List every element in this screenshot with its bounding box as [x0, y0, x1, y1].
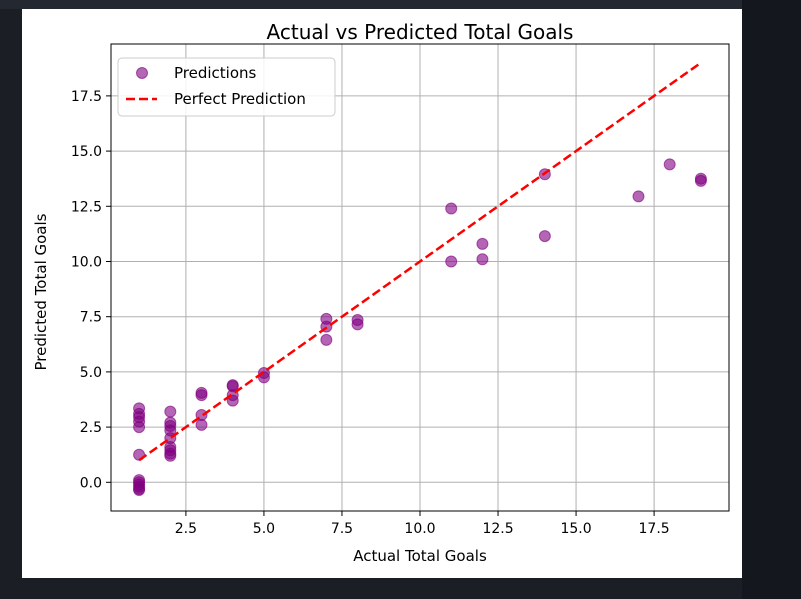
scatter-point: [476, 237, 489, 250]
x-tick-label: 2.5: [175, 521, 197, 537]
legend-box: [117, 57, 336, 117]
scatter-point: [694, 174, 707, 187]
scatter-point: [320, 333, 333, 346]
y-tick-label: 2.5: [80, 420, 102, 436]
perfect-prediction-line: [138, 61, 702, 462]
y-tick-label: 5.0: [80, 365, 102, 381]
x-tick-label: 17.5: [639, 521, 670, 537]
scatter-point: [351, 318, 364, 331]
x-tick-label: 10.0: [404, 521, 435, 537]
scatter-point: [226, 394, 239, 407]
y-tick-label: 17.5: [71, 89, 102, 105]
legend-label-predictions: Predictions: [174, 64, 257, 82]
scatter-point: [133, 484, 146, 497]
x-axis-label: Actual Total Goals: [353, 547, 487, 565]
scatter-chart: Actual vs Predicted Total Goals 2.5 5.0 7.…: [32, 20, 730, 565]
scatter-points: [133, 158, 707, 497]
x-tick-label: 5.0: [253, 521, 275, 537]
scatter-point: [164, 405, 177, 418]
scatter-point: [133, 421, 146, 434]
scatter-point: [164, 449, 177, 462]
y-axis-label: Predicted Total Goals: [32, 213, 50, 370]
x-axis-ticks: 2.5 5.0 7.5 10.0 12.5 15.0 17.5: [175, 511, 670, 537]
perfect-prediction-line-group: [138, 61, 702, 462]
legend: Predictions Perfect Prediction: [117, 57, 336, 117]
window-top-bar: [0, 0, 801, 9]
y-tick-label: 10.0: [71, 254, 102, 270]
scatter-point: [195, 418, 208, 431]
scatter-point: [445, 255, 458, 268]
scatter-point: [663, 158, 676, 171]
grid-lines: [111, 44, 729, 511]
x-tick-label: 15.0: [560, 521, 591, 537]
chart-title: Actual vs Predicted Total Goals: [267, 20, 574, 44]
x-tick-label: 12.5: [482, 521, 513, 537]
window-right-strip: [742, 0, 801, 599]
scatter-point: [195, 389, 208, 402]
chart-figure: Actual vs Predicted Total Goals 2.5 5.0 7.…: [22, 9, 742, 578]
y-tick-label: 7.5: [80, 310, 102, 326]
y-tick-label: 15.0: [71, 144, 102, 160]
scatter-point: [476, 253, 489, 266]
scatter-point: [445, 202, 458, 215]
x-tick-label: 7.5: [331, 521, 353, 537]
scatter-point: [632, 190, 645, 203]
y-axis-ticks: 0.0 2.5 5.0 7.5 10.0 12.5 15.0 17.5: [71, 89, 111, 491]
y-tick-label: 0.0: [80, 475, 102, 491]
legend-marker-predictions: [136, 67, 148, 79]
y-tick-label: 12.5: [71, 199, 102, 215]
scatter-point: [538, 230, 551, 243]
legend-label-perfect-prediction: Perfect Prediction: [174, 90, 306, 108]
